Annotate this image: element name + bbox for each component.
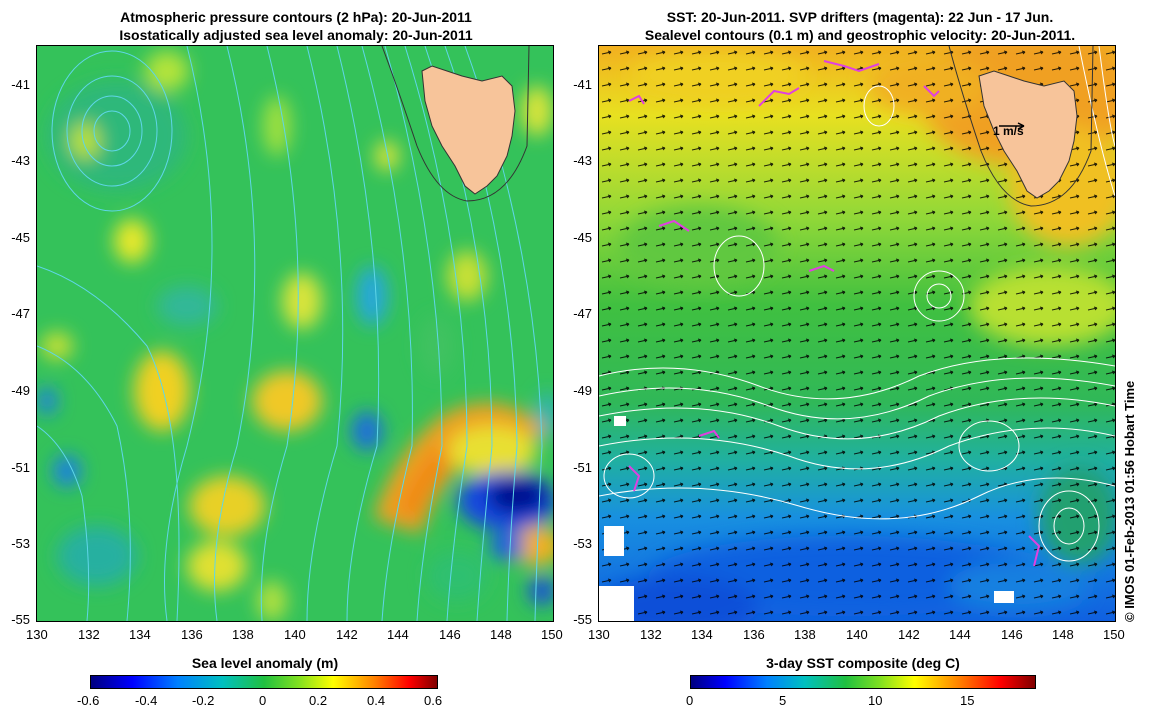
left-y-tick: -51 — [11, 460, 30, 475]
svp-drifter-tracks — [628, 60, 1041, 567]
right-x-tick: 134 — [691, 627, 713, 642]
left-y-tick: -47 — [11, 306, 30, 321]
left-map-sea-level-anomaly[interactable] — [36, 45, 554, 622]
right-title-line1: SST: 20-Jun-2011. SVP drifters (magenta)… — [666, 9, 1054, 25]
right-map-svg — [599, 46, 1115, 621]
left-y-tick: -45 — [11, 230, 30, 245]
left-cbar-tick: 0.6 — [424, 693, 443, 708]
left-x-tick: 150 — [541, 627, 563, 642]
sla-anomaly-field — [37, 51, 553, 621]
left-y-tick: -43 — [11, 153, 30, 168]
left-cbar-tick: -0.4 — [135, 693, 158, 708]
right-x-tick: 136 — [743, 627, 765, 642]
left-cbar-tick: 0.4 — [367, 693, 386, 708]
left-x-tick: 138 — [232, 627, 254, 642]
left-colorbar — [90, 675, 438, 689]
right-y-tick: -51 — [573, 460, 592, 475]
right-cbar-tick: 0 — [686, 693, 694, 708]
right-y-tick: -53 — [573, 536, 592, 551]
left-panel-title: Atmospheric pressure contours (2 hPa): 2… — [36, 8, 556, 44]
sealevel-contours — [599, 46, 1115, 562]
left-map-svg — [37, 46, 553, 621]
right-x-tick: 146 — [1001, 627, 1023, 642]
right-y-tick: -55 — [573, 612, 592, 627]
right-cbar-tick: 5 — [779, 693, 787, 708]
left-x-tick: 134 — [129, 627, 151, 642]
left-y-tick: -41 — [11, 77, 30, 92]
right-y-tick: -45 — [573, 230, 592, 245]
right-x-tick: 138 — [794, 627, 816, 642]
left-x-tick: 132 — [78, 627, 100, 642]
right-colorbar — [690, 675, 1036, 689]
pressure-contours — [37, 46, 543, 621]
right-title-line2: Sealevel contours (0.1 m) and geostrophi… — [644, 27, 1076, 43]
velocity-scale-arrow — [999, 122, 1025, 130]
right-x-tick: 148 — [1052, 627, 1074, 642]
left-title-line1: Atmospheric pressure contours (2 hPa): 2… — [120, 9, 472, 25]
white-cloud-mask — [599, 416, 1014, 621]
right-x-tick: 142 — [898, 627, 920, 642]
right-cbar-tick: 15 — [960, 693, 975, 708]
left-x-tick: 146 — [439, 627, 461, 642]
right-x-tick: 150 — [1103, 627, 1125, 642]
sst-tasmania-land — [948, 46, 1094, 207]
right-x-tick: 132 — [640, 627, 662, 642]
imos-credit: © IMOS 01-Feb-2013 01:56 Hobart Time — [1122, 380, 1137, 622]
left-y-tick: -49 — [11, 383, 30, 398]
right-x-tick: 144 — [949, 627, 971, 642]
right-x-tick: 140 — [846, 627, 868, 642]
left-x-tick: 144 — [387, 627, 409, 642]
left-colorbar-title: Sea level anomaly (m) — [191, 655, 339, 671]
velocity-scale-label: 1 m/s — [993, 124, 1024, 138]
left-x-tick: 142 — [336, 627, 358, 642]
right-panel-title: SST: 20-Jun-2011. SVP drifters (magenta)… — [590, 8, 1130, 44]
left-x-tick: 140 — [284, 627, 306, 642]
tasmania-land — [381, 46, 530, 202]
left-x-tick: 148 — [490, 627, 512, 642]
left-cbar-tick: 0.2 — [309, 693, 328, 708]
right-colorbar-title: 3-day SST composite (deg C) — [766, 655, 960, 671]
right-y-tick: -43 — [573, 153, 592, 168]
left-cbar-tick: -0.6 — [77, 693, 100, 708]
right-y-tick: -47 — [573, 306, 592, 321]
right-y-tick: -49 — [573, 383, 592, 398]
right-x-tick: 130 — [588, 627, 610, 642]
left-y-tick: -55 — [11, 612, 30, 627]
left-title-line2: Isostatically adjusted sea level anomaly… — [119, 27, 473, 43]
left-cbar-tick: -0.2 — [192, 693, 215, 708]
right-y-tick: -41 — [573, 77, 592, 92]
left-y-tick: -53 — [11, 536, 30, 551]
left-x-tick: 136 — [181, 627, 203, 642]
left-x-tick: 130 — [26, 627, 48, 642]
left-cbar-tick: 0 — [259, 693, 267, 708]
right-map-sst[interactable]: 1 m/s — [598, 45, 1116, 622]
right-cbar-tick: 10 — [868, 693, 883, 708]
